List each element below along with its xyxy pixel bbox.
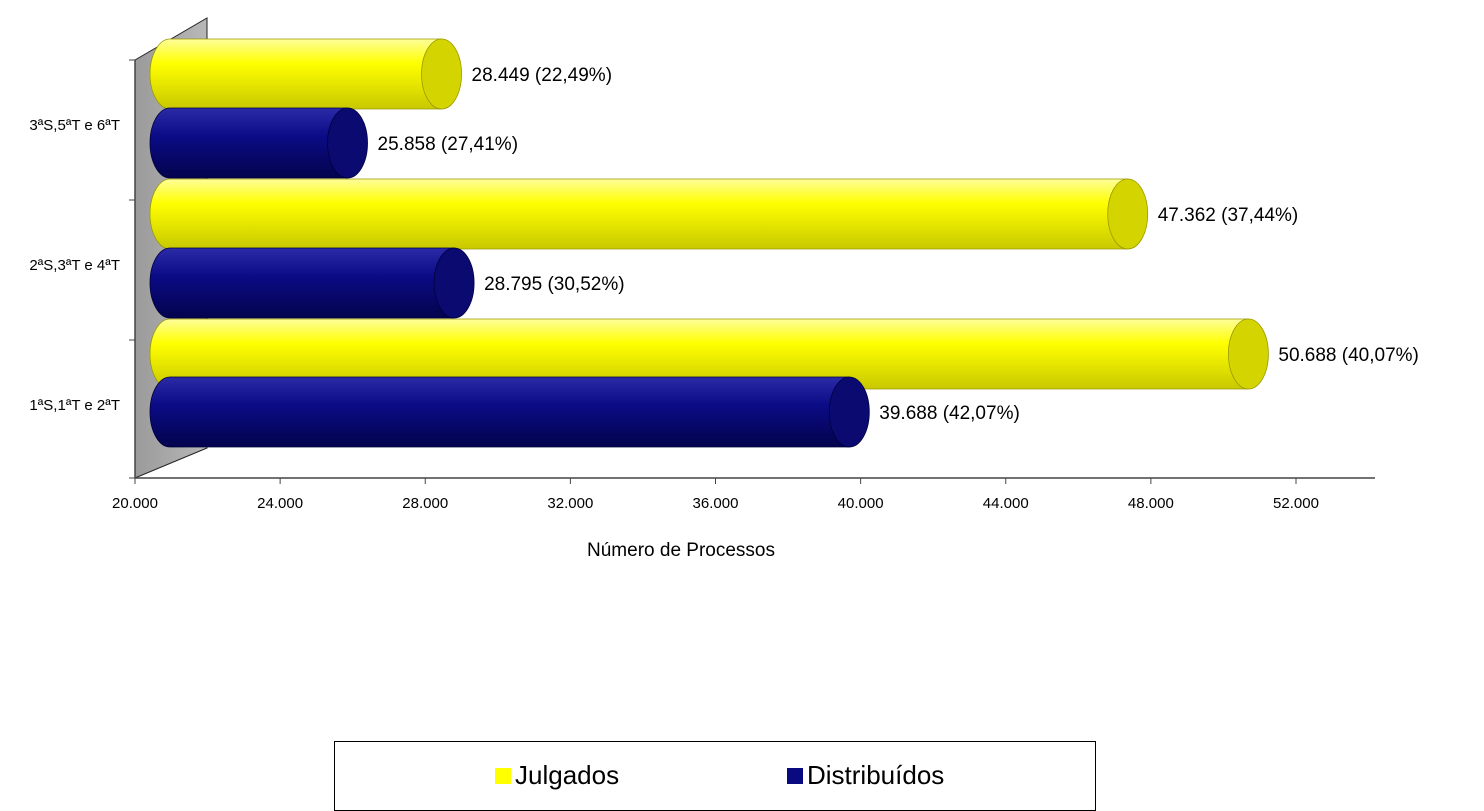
bar-distribuidos-cap <box>327 107 368 179</box>
x-axis-title: Número de Processos <box>587 540 775 561</box>
category-labels: 1ªS,1ªT e 2ªT 2ªS,3ªT e 4ªT 3ªS,5ªT e 6ªT <box>29 117 120 414</box>
data-label: 39.688 (42,07%) <box>879 403 1020 424</box>
x-tick-label: 36.000 <box>693 495 739 512</box>
x-tick-label: 32.000 <box>547 495 593 512</box>
x-ticks: 20.000 24.000 28.000 32.000 36.000 40.000 44.0… <box>112 59 1319 512</box>
bar-julgados-cap <box>1227 318 1269 390</box>
x-tick-label: 20.000 <box>112 495 158 512</box>
x-tick-label: 28.000 <box>402 495 448 512</box>
data-label: 25.858 (27,41%) <box>378 134 518 155</box>
bar-chart: 20.000 24.000 28.000 32.000 36.000 40.000 44.0… <box>29 17 1419 561</box>
data-labels: 28.449 (22,49%) 25.858 (27,41%) 47.362 (37… <box>378 65 1419 424</box>
bar-distribuidos <box>149 107 368 179</box>
bar-julgados-cap <box>1107 178 1149 250</box>
legend-item-distribuidos: Distribuídos <box>787 760 944 791</box>
bar-distribuidos <box>149 247 475 319</box>
bar-distribuidos <box>149 376 870 448</box>
category-label: 2ªS,3ªT e 4ªT <box>29 257 120 274</box>
legend-item-julgados: Julgados <box>495 760 619 791</box>
legend-swatch-distribuidos <box>787 767 803 784</box>
bar-distribuidos-cap <box>433 247 475 319</box>
legend-label-julgados: Julgados <box>515 760 620 790</box>
x-tick-label: 24.000 <box>257 495 303 512</box>
bar-distribuidos-cap <box>828 376 870 448</box>
category-label: 1ªS,1ªT e 2ªT <box>29 397 120 414</box>
legend-label-distribuidos: Distribuídos <box>807 760 945 790</box>
x-tick-label: 44.000 <box>983 495 1029 512</box>
x-tick-label: 48.000 <box>1128 495 1174 512</box>
bar-julgados <box>149 178 1149 250</box>
data-label: 28.795 (30,52%) <box>484 274 625 295</box>
x-tick-label: 40.000 <box>838 495 884 512</box>
legend: Julgados Distribuídos <box>334 741 1096 811</box>
bar-julgados <box>149 38 462 110</box>
category-label: 3ªS,5ªT e 6ªT <box>29 117 120 134</box>
bar-julgados-cap <box>421 38 462 110</box>
data-label: 28.449 (22,49%) <box>472 65 613 86</box>
data-label: 50.688 (40,07%) <box>1278 345 1419 366</box>
data-label: 47.362 (37,44%) <box>1158 205 1299 226</box>
legend-swatch-julgados <box>495 767 511 784</box>
x-tick-label: 52.000 <box>1273 495 1319 512</box>
bars-layer <box>149 38 1269 448</box>
